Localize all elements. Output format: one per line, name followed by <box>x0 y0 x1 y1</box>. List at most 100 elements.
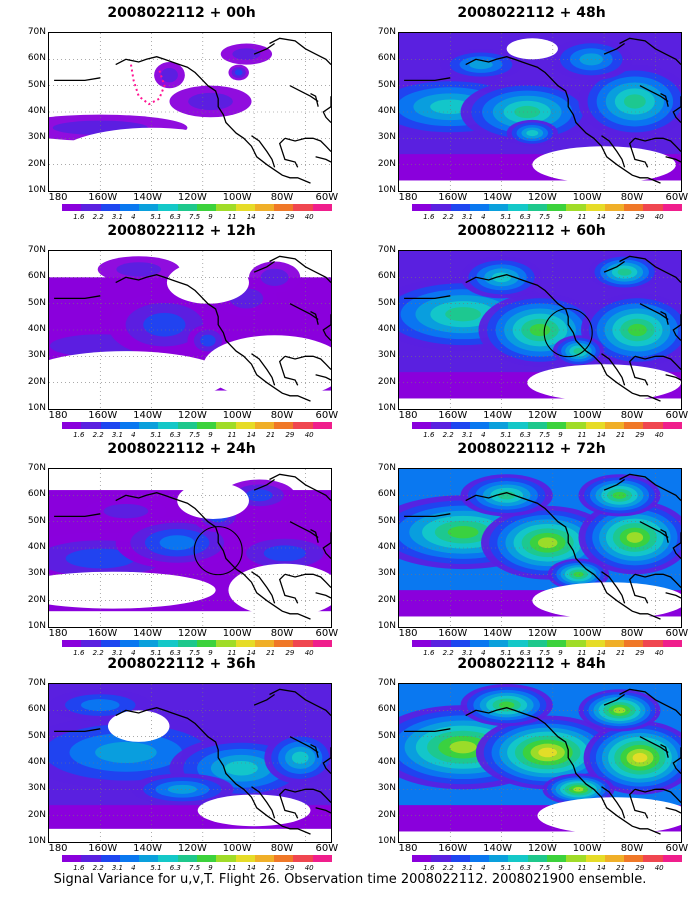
colorbar-label: 7.5 <box>189 864 201 872</box>
longitude-label: 140W <box>133 410 163 421</box>
colorbar-swatch <box>489 204 509 211</box>
coastline <box>639 521 669 539</box>
variance-contour <box>159 535 195 551</box>
colorbar-swatch <box>412 422 432 429</box>
colorbar-label: 3.1 <box>111 213 123 221</box>
coastline <box>289 85 319 103</box>
colorbar-swatch <box>312 204 332 211</box>
colorbar-swatch <box>489 640 509 647</box>
colorbar-swatch <box>624 204 644 211</box>
map-panel: 2008022112 + 24h 70N 60N 50N 40N 30N 20N 10N 180… <box>14 440 349 657</box>
colorbar-label: 5.1 <box>150 431 162 439</box>
latitude-label: 40N <box>377 542 396 552</box>
longitude-label: 160W <box>438 410 468 421</box>
coastline <box>665 156 681 163</box>
variance-contour <box>617 268 632 276</box>
coastline <box>465 707 661 835</box>
colorbar-swatch <box>431 640 451 647</box>
coastline <box>628 573 649 604</box>
colorbar-swatch <box>312 640 332 647</box>
coastline <box>54 513 101 518</box>
colorbar-label: 29 <box>635 649 645 657</box>
colorbar-swatch <box>100 204 120 211</box>
variance-contour <box>143 312 186 337</box>
colorbar <box>62 640 332 647</box>
colorbar-label: 2.2 <box>442 864 454 872</box>
longitude-label: 120W <box>527 410 557 421</box>
colorbar <box>412 422 682 429</box>
longitude-label: 180 <box>398 410 418 421</box>
coastline <box>322 314 331 341</box>
coastline <box>603 478 625 491</box>
latitude-label: 20N <box>377 376 396 387</box>
longitude-label: 180 <box>48 628 68 639</box>
colorbar-label: 3.1 <box>111 649 123 657</box>
low-variance-area <box>506 38 558 60</box>
longitude-label: 60W <box>315 843 339 854</box>
latitude-label: 30N <box>27 783 46 794</box>
coastline <box>54 295 101 300</box>
panel-title: 2008022112 + 12h <box>107 223 256 239</box>
colorbar-label: 21 <box>616 649 626 657</box>
longitude-label: 100W <box>222 628 252 639</box>
coastline <box>634 137 681 152</box>
low-variance-area <box>207 112 331 191</box>
colorbar-label: 2.2 <box>442 431 454 439</box>
colorbar-label: 21 <box>616 864 626 872</box>
longitude-label: 160W <box>438 192 468 203</box>
coastline <box>251 571 276 604</box>
low-variance-area <box>87 35 190 62</box>
colorbar-swatch <box>431 204 451 211</box>
longitude-label: 80W <box>270 410 294 421</box>
variance-contour <box>498 701 515 709</box>
latitude-label: 50N <box>27 79 46 90</box>
coastline <box>278 573 299 604</box>
colorbar-label: 14 <box>596 213 606 221</box>
variance-contour <box>167 784 197 794</box>
colorbar-label: 4 <box>131 864 136 872</box>
colorbar-swatch <box>235 422 255 429</box>
coastline <box>322 747 331 774</box>
colorbar-label: 5.1 <box>500 213 512 221</box>
colorbar-label: 4 <box>481 649 486 657</box>
map-canvas <box>49 469 331 627</box>
coastline <box>54 728 101 733</box>
latitude-label: 20N <box>27 158 46 169</box>
coastline <box>315 156 331 163</box>
coastline <box>672 314 681 341</box>
colorbar-label: 40 <box>304 649 314 657</box>
low-variance-area <box>177 482 249 520</box>
colorbar-label: 6.3 <box>169 649 181 657</box>
variance-contour <box>573 571 584 577</box>
colorbar-label: 11 <box>577 649 587 657</box>
colorbar-label: 7.5 <box>189 431 201 439</box>
colorbar-label: 21 <box>266 431 276 439</box>
colorbar-swatch <box>450 855 470 862</box>
longitude-label: 160W <box>88 192 118 203</box>
colorbar-swatch <box>585 640 605 647</box>
colorbar-label: 1.6 <box>73 649 85 657</box>
colorbar-labels: 1.6 2.2 3.1 4 5.1 6.3 7.5 9 11 14 21 29 40 <box>412 649 682 658</box>
coastline <box>628 788 649 819</box>
low-variance-area <box>107 710 170 742</box>
colorbar-label: 29 <box>285 213 295 221</box>
longitude-label: 80W <box>620 628 644 639</box>
colorbar-label: 40 <box>654 649 664 657</box>
colorbar-label: 1.6 <box>423 864 435 872</box>
variance-contour <box>469 60 493 70</box>
coastline <box>465 56 661 184</box>
colorbar-swatch <box>566 204 586 211</box>
latitude-label: 70N <box>27 463 46 473</box>
latitude-label: 20N <box>27 376 46 387</box>
longitude-label: 80W <box>620 843 644 854</box>
variance-contour <box>626 532 644 543</box>
map-canvas <box>49 684 331 842</box>
latitude-label: 20N <box>377 158 396 169</box>
coastline <box>619 255 681 284</box>
latitude-label: 20N <box>27 809 46 820</box>
colorbar-swatch <box>158 855 178 862</box>
longitude-label: 100W <box>572 410 602 421</box>
coastline <box>601 786 626 819</box>
colorbar-label: 9 <box>558 649 563 657</box>
low-variance-area <box>166 261 249 304</box>
